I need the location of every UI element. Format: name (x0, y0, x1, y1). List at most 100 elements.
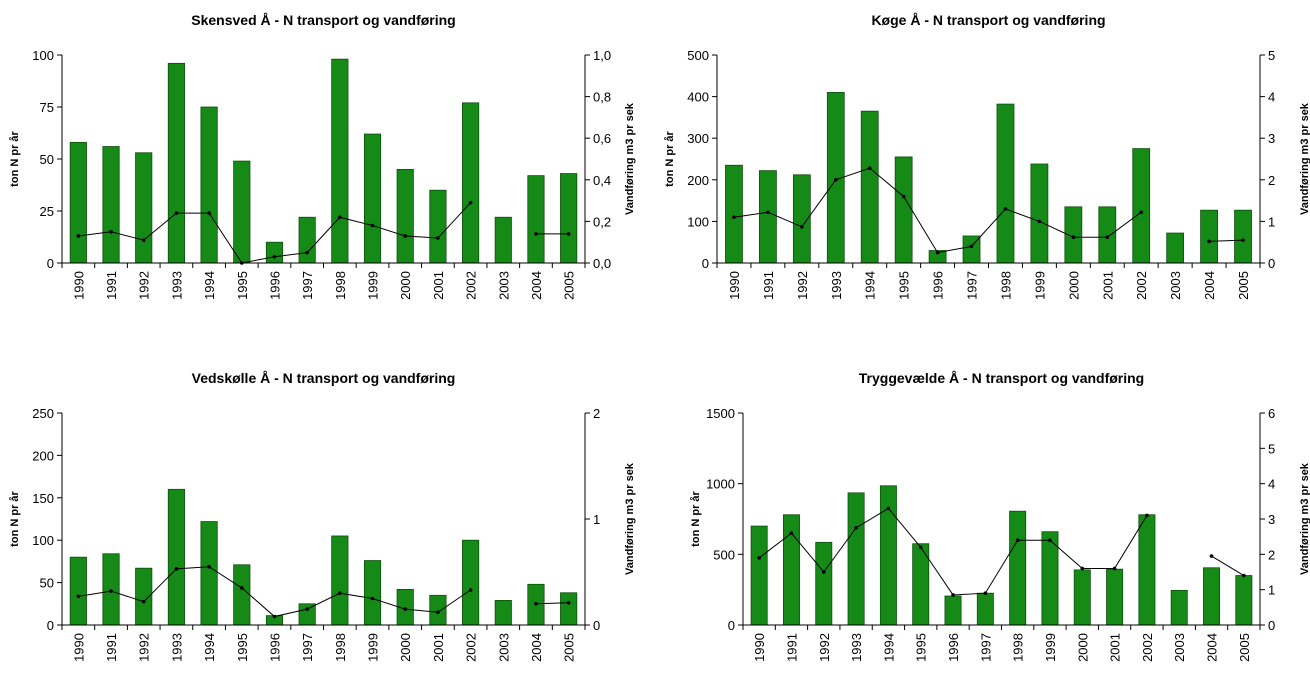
x-tick-label: 1990 (71, 271, 86, 300)
x-tick-label: 2000 (1075, 633, 1090, 662)
y-tick-label: 400 (687, 90, 709, 105)
y2-tick-label: 1 (1268, 214, 1275, 229)
line-marker (436, 610, 440, 615)
bar (1166, 232, 1185, 264)
line-marker (886, 506, 891, 511)
y-tick-label: 300 (687, 131, 709, 146)
bar (167, 62, 185, 264)
bar (860, 110, 879, 264)
y-tick-label: 200 (32, 448, 54, 463)
x-tick-label: 2004 (1205, 633, 1220, 662)
x-tick-label: 1991 (104, 633, 119, 662)
x-tick-label: 2005 (562, 271, 577, 300)
y-tick-label: 0 (47, 256, 54, 271)
y2-tick-label: 1 (1268, 583, 1275, 598)
x-tick-label: 2000 (398, 271, 413, 300)
line-marker (854, 526, 858, 530)
bar (1106, 568, 1124, 626)
line-marker (76, 234, 81, 238)
x-tick-label: 1995 (914, 633, 929, 662)
y2-axis-label: Vandføring m3 pr sek (1299, 102, 1310, 215)
y-tick-label: 100 (32, 48, 54, 63)
bar (331, 535, 349, 626)
x-tick-label: 1993 (169, 271, 184, 300)
line-marker (1241, 238, 1245, 242)
line-marker (969, 244, 974, 249)
bar (200, 106, 218, 264)
x-tick-label: 1991 (761, 271, 776, 300)
bar (1170, 589, 1188, 626)
x-tick-label: 1998 (998, 271, 1013, 300)
line-marker (109, 230, 113, 234)
line-marker (935, 250, 940, 255)
bar (69, 141, 87, 264)
line-marker (789, 531, 794, 535)
y2-tick-label: 1,0 (593, 48, 611, 63)
line-marker (338, 215, 342, 220)
line-marker (1003, 207, 1008, 211)
bar (462, 539, 480, 626)
y-tick-label: 25 (40, 204, 54, 219)
y-tick-label: 50 (40, 576, 54, 591)
x-tick-label: 1990 (71, 633, 86, 662)
bar (298, 216, 316, 264)
x-tick-label: 1998 (333, 271, 348, 300)
bar (725, 164, 743, 264)
line-marker (370, 223, 375, 228)
x-tick-label: 1999 (366, 271, 381, 300)
line-marker (468, 588, 473, 592)
x-tick-label: 1995 (235, 271, 250, 300)
x-tick-label: 2002 (464, 633, 479, 662)
line-marker (174, 211, 179, 215)
bar (429, 189, 447, 264)
x-tick-label: 1997 (300, 271, 315, 300)
line-marker (207, 211, 211, 215)
x-tick-label: 2003 (1168, 271, 1183, 300)
chart-title: Skensved Å - N transport og vandføring (191, 12, 455, 28)
bar (894, 156, 913, 264)
line-marker (901, 194, 906, 199)
bar (69, 556, 87, 626)
line-marker (468, 200, 473, 205)
y-axis-label: ton N pr år (9, 130, 21, 186)
x-tick-label: 1998 (1011, 633, 1026, 662)
bar (944, 595, 962, 626)
line-marker (566, 232, 571, 236)
line-marker (1037, 219, 1042, 224)
y2-tick-label: 6 (1268, 406, 1275, 421)
bar (1138, 514, 1156, 626)
x-tick-label: 2000 (1066, 271, 1081, 300)
line (1211, 555, 1245, 576)
x-tick-label: 1993 (849, 633, 864, 662)
line-marker (757, 556, 761, 560)
x-tick-label: 1991 (784, 633, 799, 662)
y2-tick-label: 0 (593, 618, 600, 633)
y2-tick-label: 1 (593, 512, 600, 527)
x-tick-label: 2003 (496, 271, 511, 300)
y-tick-label: 0 (47, 618, 54, 633)
y-tick-label: 75 (40, 100, 54, 115)
line-marker (76, 594, 81, 599)
bar (265, 241, 284, 264)
bar (847, 492, 865, 626)
x-tick-label: 1994 (202, 633, 217, 662)
x-tick-label: 1992 (817, 633, 832, 662)
x-tick-label: 1998 (333, 633, 348, 662)
x-tick-label: 1993 (829, 271, 844, 300)
bar (298, 603, 316, 626)
line-marker (1242, 573, 1246, 578)
y-tick-label: 100 (32, 533, 54, 548)
y-tick-label: 200 (687, 173, 709, 188)
y2-tick-label: 5 (1268, 48, 1275, 63)
y-tick-label: 150 (32, 491, 54, 506)
y2-tick-label: 2 (593, 406, 600, 421)
x-tick-label: 2002 (1140, 633, 1155, 662)
line-marker (403, 234, 408, 238)
bar (1132, 148, 1151, 264)
line-marker (239, 586, 244, 590)
y2-tick-label: 0 (1268, 618, 1275, 633)
x-tick-label: 2004 (529, 633, 544, 662)
line-marker (732, 215, 736, 220)
x-tick-label: 2001 (431, 271, 446, 300)
